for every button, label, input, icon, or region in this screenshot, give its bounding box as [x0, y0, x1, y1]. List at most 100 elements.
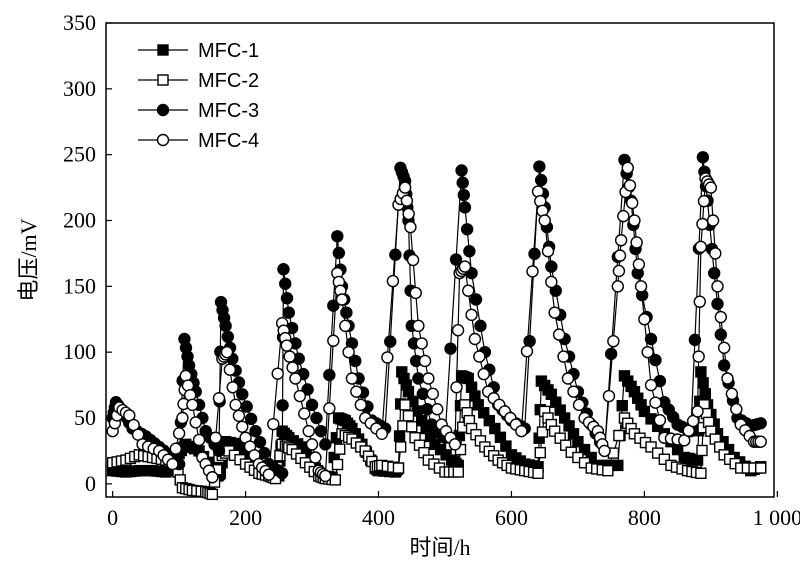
data-point [236, 388, 249, 401]
data-point [572, 398, 586, 412]
legend-marker [157, 44, 169, 56]
data-point [465, 308, 478, 322]
data-point [457, 188, 471, 202]
data-point [613, 249, 627, 262]
data-point [696, 444, 708, 457]
data-point [176, 411, 189, 425]
data-point [169, 442, 182, 455]
data-point [305, 398, 319, 412]
data-point [520, 345, 534, 358]
data-point [451, 324, 465, 337]
data-point [220, 345, 234, 359]
data-point [331, 230, 344, 243]
data-point [319, 469, 332, 483]
data-point [393, 430, 406, 442]
data-point [630, 236, 643, 249]
data-point [293, 389, 307, 403]
data-point [626, 196, 639, 210]
data-point [279, 277, 292, 290]
data-point [271, 367, 284, 380]
data-point [694, 240, 708, 254]
data-point [612, 459, 624, 472]
legend-marker [156, 133, 170, 147]
data-point [477, 367, 490, 381]
x-tick-label: 800 [628, 505, 661, 530]
data-point [711, 297, 724, 311]
data-point [450, 381, 463, 394]
data-point [331, 458, 344, 471]
data-point [754, 417, 767, 430]
data-point [714, 310, 728, 324]
legend-label: MFC-4 [198, 130, 259, 152]
data-point [644, 332, 658, 346]
data-point [623, 179, 637, 192]
data-point [418, 354, 432, 368]
data-point [707, 266, 721, 280]
data-point [452, 466, 464, 478]
data-point [706, 214, 720, 227]
data-point [462, 284, 475, 297]
data-point [209, 431, 222, 444]
data-point [572, 436, 584, 448]
data-point [402, 385, 415, 398]
data-point [262, 468, 276, 481]
y-axis-title: 电压/mV [16, 218, 41, 301]
data-point [335, 293, 349, 306]
data-point [327, 334, 340, 347]
data-point [212, 444, 226, 458]
data-point [189, 416, 202, 429]
data-point [611, 280, 625, 293]
data-point [649, 353, 662, 367]
data-point [649, 396, 662, 409]
data-point [552, 328, 566, 341]
data-point [223, 363, 237, 376]
data-point [277, 263, 290, 276]
data-point [444, 342, 457, 355]
data-point [345, 372, 359, 385]
data-point [645, 441, 657, 453]
x-tick-label: 1 000 [753, 505, 800, 530]
y-tick-label: 200 [63, 208, 96, 233]
data-point [638, 405, 651, 418]
data-point [394, 441, 407, 453]
data-point [412, 319, 425, 333]
data-point [409, 286, 422, 300]
y-tick-label: 350 [63, 10, 96, 35]
data-point [458, 260, 472, 273]
data-point [384, 335, 397, 348]
legend-item-mfc-3: MFC-3 [138, 100, 259, 122]
y-tick-label: 250 [63, 142, 96, 167]
x-axis-title: 时间/h [409, 535, 470, 560]
data-point [604, 347, 618, 361]
data-point [404, 220, 417, 234]
data-point [267, 417, 280, 431]
data-point [567, 385, 580, 398]
data-point [695, 467, 707, 479]
data-point [473, 350, 486, 363]
data-point [221, 330, 235, 344]
data-point [206, 471, 219, 484]
data-point [422, 372, 435, 385]
legend-label: MFC-3 [198, 100, 259, 122]
data-point [691, 405, 704, 418]
data-point [314, 424, 328, 438]
data-point [693, 295, 706, 308]
data-point [721, 372, 734, 385]
data-point [339, 319, 352, 333]
data-point [406, 421, 418, 433]
data-point [692, 350, 705, 363]
data-point [192, 433, 206, 447]
data-point [449, 253, 463, 266]
data-point [638, 313, 651, 326]
data-point [332, 246, 346, 260]
data-point [305, 438, 319, 451]
data-point [334, 443, 346, 455]
data-point [280, 291, 294, 305]
data-point [468, 332, 482, 346]
data-point [232, 409, 246, 423]
data-point [460, 223, 474, 236]
data-point [310, 411, 323, 425]
data-point [240, 400, 253, 413]
data-point [402, 410, 415, 422]
data-point [755, 462, 767, 474]
